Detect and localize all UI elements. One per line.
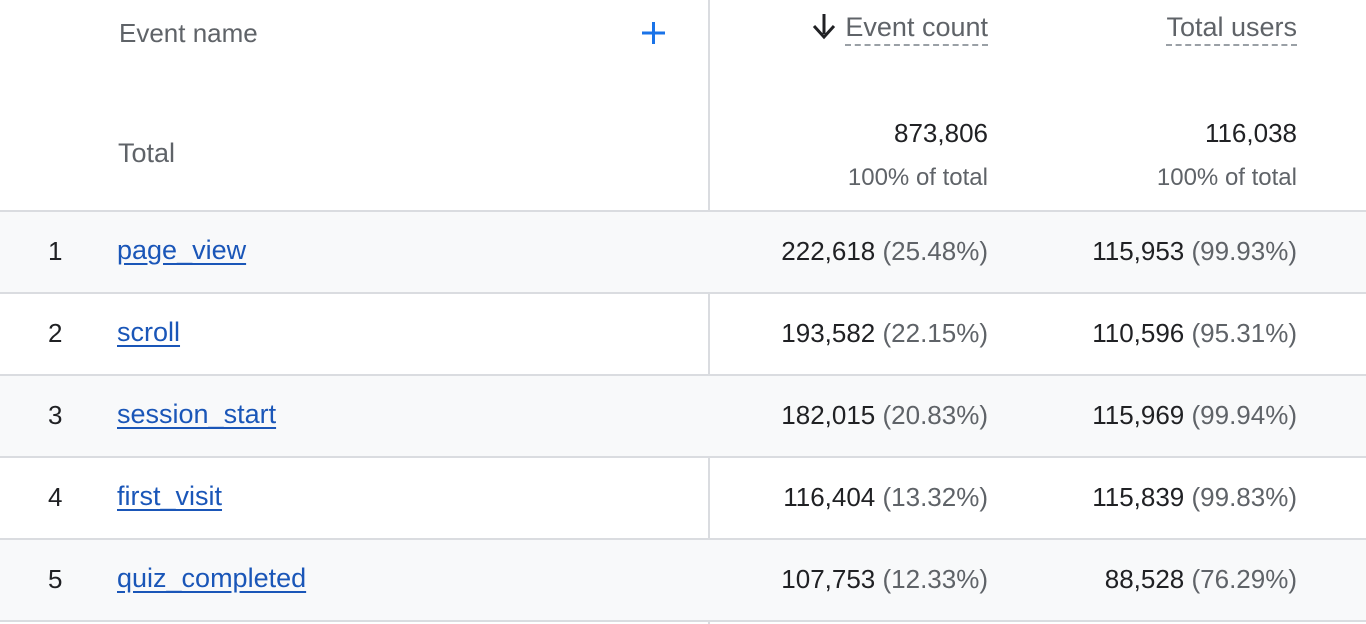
event-name-link[interactable]: page_view	[117, 235, 247, 265]
event-count-cell: 116,404 (13.32%)	[783, 482, 988, 513]
event-count-percent: (12.33%)	[882, 564, 989, 594]
total-users-value: 110,596	[1092, 318, 1185, 348]
total-users-percent: (99.94%)	[1191, 400, 1298, 430]
plus-icon	[642, 22, 665, 44]
row-index: 2	[48, 318, 63, 348]
total-event-count: 873,806	[894, 118, 988, 148]
row-index: 5	[48, 564, 63, 594]
event-count-cell: 107,753 (12.33%)	[781, 564, 988, 595]
event-count-percent: (20.83%)	[882, 400, 989, 430]
total-users-percent: 100% of total	[1156, 164, 1297, 191]
table-row: 3 session_start 182,015 (20.83%) 115,969…	[0, 376, 1366, 458]
table-body: 1 page_view 222,618 (25.48%) 115,953 (99…	[0, 212, 1366, 622]
event-name-link[interactable]: first_visit	[117, 481, 223, 511]
column-header-event-count[interactable]: Event count	[811, 12, 988, 47]
event-count-value: 116,404	[783, 482, 876, 512]
total-users-value: 88,528	[1104, 564, 1185, 594]
event-count-value: 222,618	[781, 236, 876, 266]
total-users-cell: 88,528 (76.29%)	[1105, 564, 1297, 595]
total-row-label: Total	[118, 138, 176, 168]
table-row: 4 first_visit 116,404 (13.32%) 115,839 (…	[0, 458, 1366, 540]
event-count-label: Event count	[845, 12, 988, 46]
event-count-cell: 193,582 (22.15%)	[781, 318, 988, 349]
event-count-value: 193,582	[781, 318, 876, 348]
row-index: 4	[48, 482, 63, 512]
table-header: Event name Event count Total users Total…	[0, 0, 1366, 212]
table-row: 2 scroll 193,582 (22.15%) 110,596 (95.31…	[0, 294, 1366, 376]
column-divider	[708, 0, 710, 624]
total-users-value: 116,038	[1204, 118, 1297, 148]
row-index: 1	[48, 236, 63, 266]
total-users-cell: 115,953 (99.93%)	[1092, 236, 1297, 267]
total-users-cell: 110,596 (95.31%)	[1092, 318, 1297, 349]
row-index: 3	[48, 400, 63, 430]
total-users-value: 115,839	[1092, 482, 1185, 512]
table-row: 1 page_view 222,618 (25.48%) 115,953 (99…	[0, 212, 1366, 294]
total-users-label: Total users	[1166, 12, 1297, 46]
event-name-link[interactable]: quiz_completed	[117, 563, 307, 593]
total-users-value: 115,953	[1092, 236, 1185, 266]
total-users-percent: (76.29%)	[1191, 564, 1298, 594]
event-count-percent: (22.15%)	[882, 318, 989, 348]
event-count-percent: (25.48%)	[882, 236, 989, 266]
total-users-value: 115,969	[1092, 400, 1185, 430]
event-count-cell: 182,015 (20.83%)	[781, 400, 988, 431]
column-header-total-users[interactable]: Total users	[1166, 12, 1297, 46]
add-dimension-button[interactable]	[636, 14, 670, 52]
column-header-event-name[interactable]: Event name	[119, 18, 258, 48]
total-users-percent: (95.31%)	[1191, 318, 1298, 348]
total-users-percent: (99.93%)	[1191, 236, 1298, 266]
total-event-count-percent: 100% of total	[847, 164, 988, 191]
event-name-link[interactable]: scroll	[117, 317, 181, 347]
event-count-percent: (13.32%)	[882, 482, 989, 512]
event-count-value: 107,753	[781, 564, 876, 594]
event-count-value: 182,015	[781, 400, 876, 430]
arrow-down-icon[interactable]	[811, 12, 837, 47]
event-count-cell: 222,618 (25.48%)	[781, 236, 988, 267]
event-name-link[interactable]: session_start	[117, 399, 277, 429]
total-users-percent: (99.83%)	[1191, 482, 1298, 512]
total-users-cell: 115,839 (99.83%)	[1092, 482, 1297, 513]
table-row: 5 quiz_completed 107,753 (12.33%) 88,528…	[0, 540, 1366, 622]
total-users-cell: 115,969 (99.94%)	[1092, 400, 1297, 431]
